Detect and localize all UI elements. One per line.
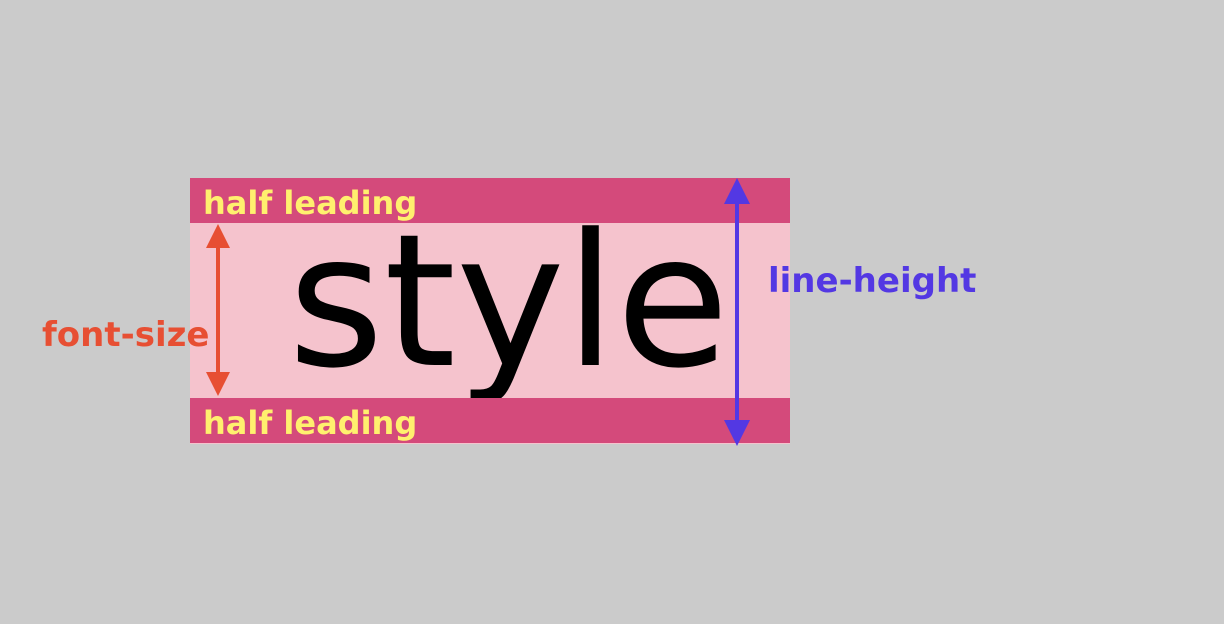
half-leading-top-label: half leading	[203, 184, 418, 222]
line-box: half leading style half leading	[190, 178, 790, 444]
line-height-label: line-height	[768, 261, 977, 301]
half-leading-bottom-label: half leading	[203, 404, 418, 442]
sample-word: style	[288, 195, 730, 409]
font-size-label: font-size	[42, 315, 210, 355]
half-leading-top: half leading	[190, 178, 790, 223]
half-leading-bottom: half leading	[190, 398, 790, 443]
